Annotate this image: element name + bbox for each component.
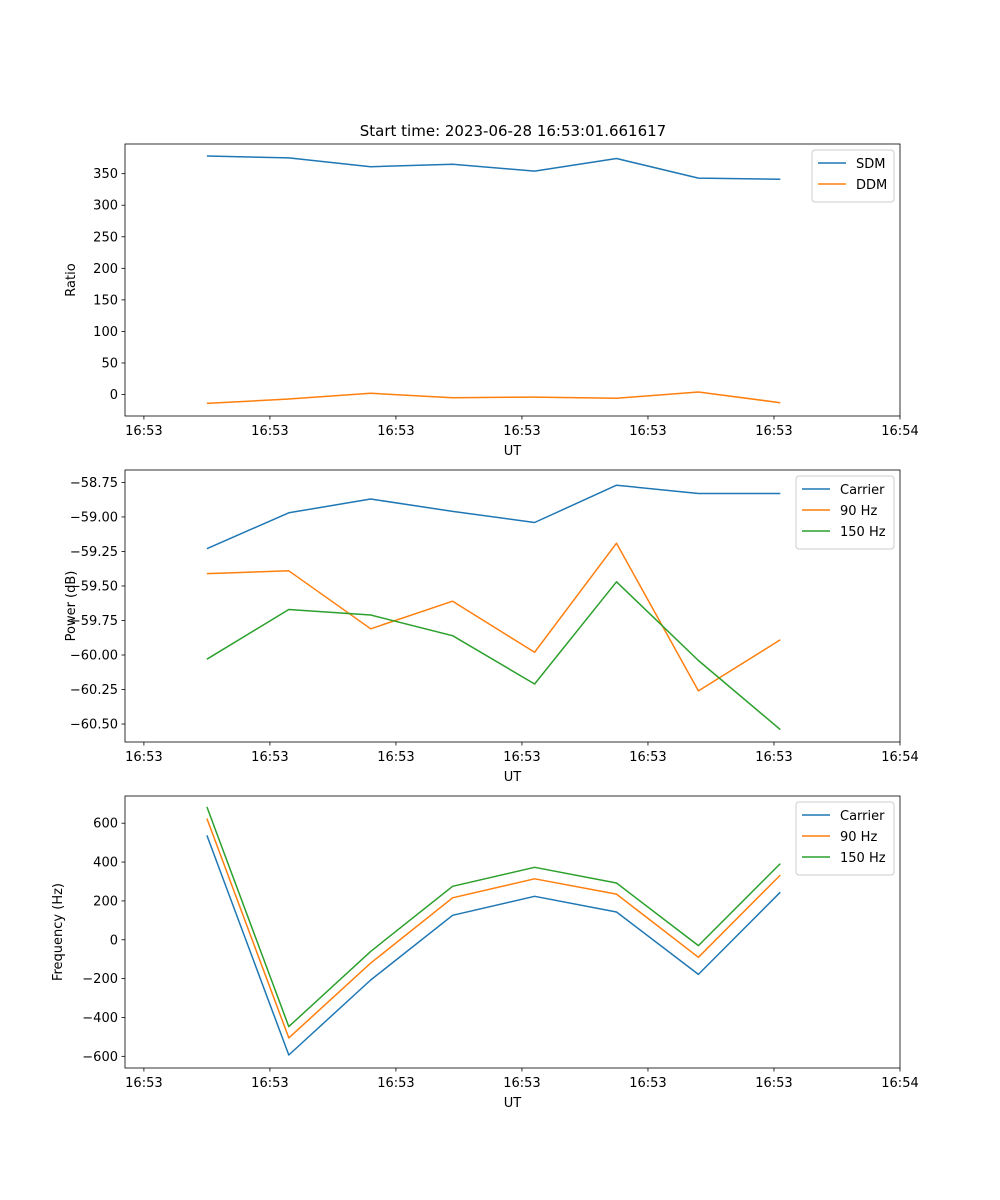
legend-label: 90 Hz	[840, 830, 877, 845]
x-tick-label: 16:53	[251, 1076, 288, 1091]
x-axis-label: UT	[504, 770, 522, 785]
legend-label: 150 Hz	[840, 525, 886, 540]
x-tick-label: 16:53	[755, 424, 792, 439]
series-line-2-3	[206, 581, 781, 731]
chart-panel-3: 16:53 16:53 16:53 16:53 16:53 16:53 16:54 −600 −…	[51, 795, 919, 1111]
legend-label: 90 Hz	[840, 504, 877, 519]
legend-label: SDM	[856, 157, 885, 172]
y-axis-label: Ratio	[64, 263, 79, 296]
y-tick-label: 300	[93, 199, 118, 214]
x-axis-label: UT	[504, 1096, 522, 1111]
x-tick-label: 16:53	[251, 424, 288, 439]
y-tick-label: 250	[93, 230, 118, 245]
series-line-1-2	[206, 391, 781, 405]
x-tick-label: 16:54	[881, 750, 918, 765]
y-tick-label: 50	[101, 356, 118, 371]
y-tick-label: −58.75	[70, 476, 118, 491]
y-tick-label: 600	[93, 817, 118, 832]
legend-label: Carrier	[840, 483, 885, 498]
y-tick-label: −60.00	[70, 649, 118, 664]
y-tick-label: 150	[93, 293, 118, 308]
y-tick-label: −60.50	[70, 718, 118, 733]
legend-label: Carrier	[840, 809, 885, 824]
x-tick-label: 16:53	[503, 1076, 540, 1091]
x-tick-label: 16:53	[377, 424, 414, 439]
legend: SDM DDM	[811, 149, 895, 203]
series-line-3-2	[206, 818, 781, 1039]
x-tick-label: 16:53	[125, 424, 162, 439]
legend-label: DDM	[856, 178, 887, 193]
x-tick-label: 16:53	[377, 1076, 414, 1091]
y-tick-label: 100	[93, 325, 118, 340]
x-tick-label: 16:54	[881, 1076, 918, 1091]
y-tick-label: −59.25	[70, 545, 118, 560]
x-tick-label: 16:53	[503, 750, 540, 765]
y-tick-label: −59.00	[70, 510, 118, 525]
y-tick-label: 200	[93, 262, 118, 277]
x-tick-label: 16:53	[755, 750, 792, 765]
y-tick-label: 350	[93, 167, 118, 182]
x-tick-label: 16:53	[251, 750, 288, 765]
chart-panel-1: 16:53 16:53 16:53 16:53 16:53 16:53 16:54 0 50 10…	[64, 143, 919, 459]
series-line-2-1	[206, 484, 781, 550]
x-tick-label: 16:53	[629, 1076, 666, 1091]
series-line-3-1	[206, 835, 781, 1056]
x-tick-label: 16:53	[755, 1076, 792, 1091]
legend: Carrier 90 Hz 150 Hz	[795, 475, 895, 550]
figure-title: Start time: 2023-06-28 16:53:01.661617	[360, 122, 666, 140]
x-tick-label: 16:54	[881, 424, 918, 439]
x-tick-label: 16:53	[503, 424, 540, 439]
x-tick-label: 16:53	[125, 1076, 162, 1091]
x-tick-label: 16:53	[125, 750, 162, 765]
y-tick-label: −200	[82, 972, 118, 987]
y-tick-label: −59.75	[70, 614, 118, 629]
x-tick-label: 16:53	[629, 424, 666, 439]
series-line-3-3	[206, 806, 781, 1028]
y-axis-label: Frequency (Hz)	[51, 883, 66, 981]
x-axis-label: UT	[504, 444, 522, 459]
y-tick-label: 0	[110, 933, 118, 948]
chart-panel-2: 16:53 16:53 16:53 16:53 16:53 16:53 16:54 −60.5…	[64, 469, 919, 785]
series-line-1-1	[206, 155, 781, 181]
y-tick-label: −400	[82, 1011, 118, 1026]
legend-label: 150 Hz	[840, 851, 886, 866]
x-tick-label: 16:53	[377, 750, 414, 765]
y-tick-label: 200	[93, 894, 118, 909]
y-tick-label: 400	[93, 856, 118, 871]
y-tick-label: 0	[110, 388, 118, 403]
chart-panels: 16:53 16:53 16:53 16:53 16:53 16:53 16:54 0 50 10…	[51, 143, 919, 1111]
x-tick-label: 16:53	[629, 750, 666, 765]
y-tick-label: −59.50	[70, 579, 118, 594]
axes-frame	[124, 143, 901, 417]
y-tick-label: −600	[82, 1050, 118, 1065]
y-tick-label: −60.25	[70, 683, 118, 698]
series-line-2-2	[206, 542, 781, 692]
y-axis-label: Power (dB)	[64, 571, 79, 642]
axes-frame	[124, 469, 901, 743]
axes-frame	[124, 795, 901, 1069]
legend: Carrier 90 Hz 150 Hz	[795, 801, 895, 876]
